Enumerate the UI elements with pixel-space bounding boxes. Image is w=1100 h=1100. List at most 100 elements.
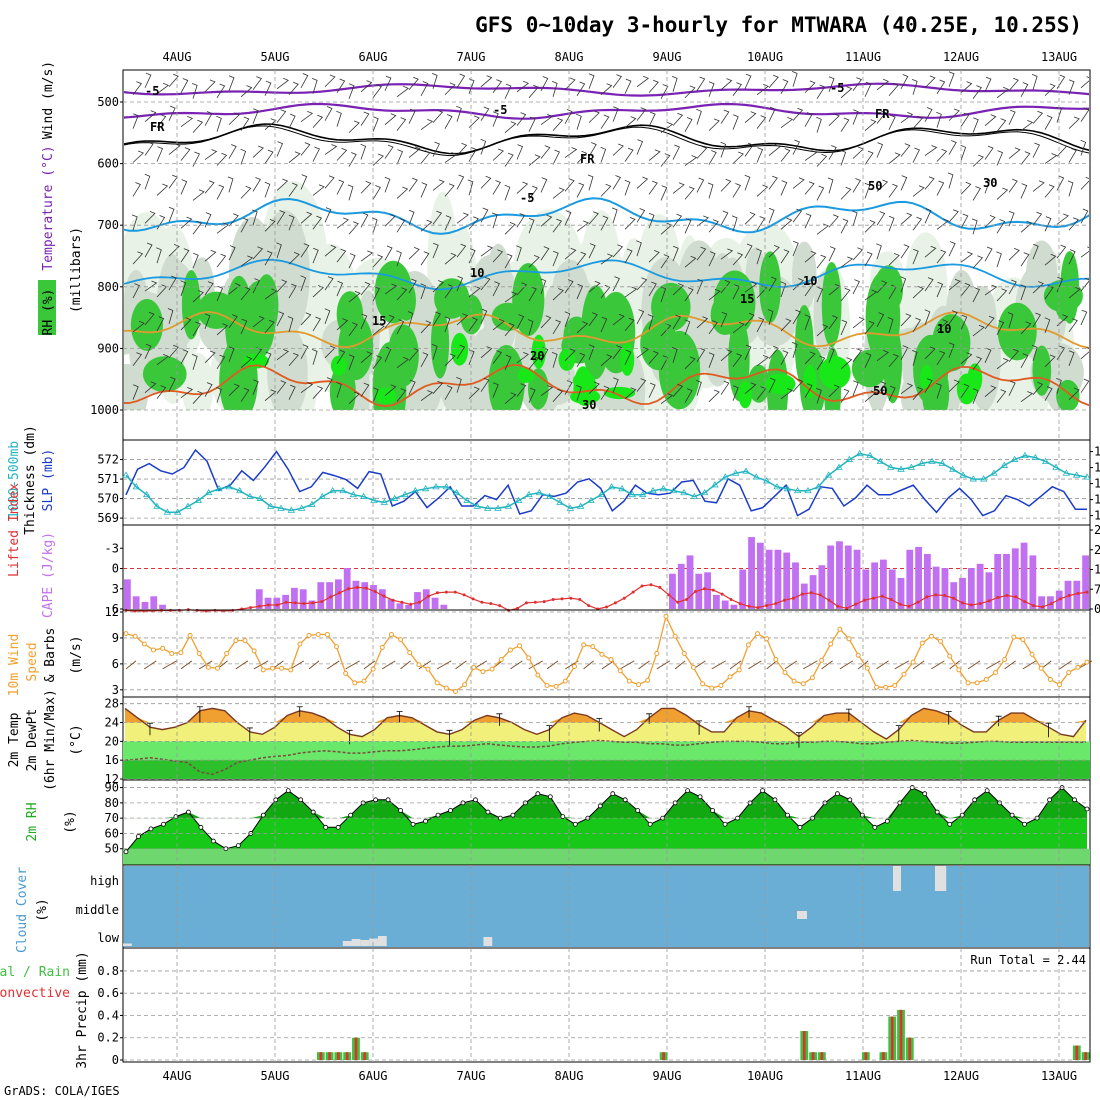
precip-convective-bar (899, 1009, 903, 1060)
wind-barb (744, 382, 757, 394)
wind-speed-point (498, 657, 504, 663)
wind-barb (300, 111, 314, 122)
wind-barb (180, 280, 187, 297)
temp-minmax-whisker (196, 706, 203, 723)
wind-barb (468, 248, 476, 264)
temp-minmax-whisker (746, 706, 753, 718)
wind-barb (672, 112, 684, 126)
wind-speed-point (883, 684, 889, 690)
wind-barb-10m (748, 660, 762, 670)
wind-speed-point (407, 650, 413, 656)
date-label-bottom: 8AUG (555, 1069, 584, 1083)
wind-barb (1056, 378, 1062, 394)
wind-barb (588, 243, 596, 259)
temp-line (124, 707, 1087, 740)
wind-barb (588, 142, 597, 157)
wind-speed-point (1057, 682, 1063, 688)
wind-barb-10m (1004, 660, 1016, 670)
precip-convective-bar (328, 1052, 331, 1060)
upper-tick-label: 700 (97, 218, 119, 232)
cloud-level-label: middle (76, 903, 119, 917)
wind-barb (804, 250, 817, 263)
date-label-top: 11AUG (845, 50, 881, 64)
slp-line (125, 448, 1087, 517)
lifted-index-point (1041, 605, 1045, 609)
wind-barb (972, 154, 984, 167)
wind-barb (240, 85, 253, 98)
wind-barb (1056, 143, 1068, 157)
below-ground-mask (124, 410, 1089, 439)
contour-label: FR (150, 120, 165, 134)
cape-bar (326, 582, 333, 609)
wind-barb (960, 282, 971, 297)
wind-barb (648, 350, 659, 365)
contour-label: 10 (803, 274, 817, 288)
thickness-point (421, 485, 430, 492)
wind-speed-point (1047, 676, 1053, 682)
wind-barb (264, 118, 277, 130)
wind-barb (996, 187, 1009, 200)
wind-speed-point (992, 670, 998, 676)
rh-point (685, 788, 691, 794)
wind-speed-point (452, 689, 458, 695)
wind-barb (432, 141, 440, 157)
wind-barb (996, 86, 1010, 99)
wind-speed-point (553, 683, 559, 689)
wind-barb (156, 316, 165, 332)
wind-barb (516, 80, 530, 93)
rh-point (335, 824, 341, 830)
wind-barb (696, 380, 702, 396)
wind-barb (444, 82, 456, 96)
thickness-point (731, 469, 740, 476)
wind-barb (204, 79, 216, 93)
cape-bar (291, 587, 298, 609)
wind-barb (840, 388, 850, 403)
wind-barb (636, 107, 647, 121)
wind-barb (828, 214, 839, 228)
wind-barb (768, 175, 778, 190)
wind-barb (828, 315, 838, 330)
wind-barb (804, 150, 818, 161)
wind-barb (768, 144, 781, 156)
wind-barb (851, 210, 858, 227)
rh-contour-green (651, 282, 691, 332)
wind-barb-10m (198, 660, 213, 670)
wind-barb (600, 316, 608, 333)
wind-speed-point (828, 641, 834, 647)
wind-barb (900, 212, 913, 225)
wind-barb (588, 280, 601, 293)
date-label-bottom: 10AUG (747, 1069, 783, 1083)
wind-barb (468, 317, 478, 332)
wind-barb (984, 284, 998, 296)
thickness-point (494, 504, 502, 511)
wind-barb (552, 250, 559, 267)
wind-barb (144, 343, 152, 359)
wind-barb-10m (345, 660, 360, 670)
wind-barb (936, 319, 949, 332)
lifted-index-point (631, 590, 635, 594)
wind-barb (672, 283, 684, 296)
wind-barb (791, 71, 798, 87)
wind-barb (384, 346, 392, 362)
panel-wind10m: 3 6 9 12 10m Wind Speed & Barbs (m/s) (7, 605, 1093, 698)
lifted-index-point (1049, 602, 1053, 606)
wind-barb (396, 250, 402, 267)
thickness-point (990, 469, 998, 476)
rh-point (136, 834, 141, 839)
wind-barb (864, 320, 875, 335)
wind-speed-point (1075, 664, 1081, 670)
wind-barb (264, 389, 277, 401)
wind-barb (984, 114, 997, 126)
wind-barb (252, 76, 263, 91)
wind-barb (456, 243, 467, 258)
wind-barb (456, 377, 462, 393)
wind-speed-line (125, 614, 1088, 693)
thickness-point (649, 487, 657, 494)
thickness-point (618, 485, 626, 492)
wind-barb (216, 115, 222, 132)
cape-bar (273, 597, 281, 609)
wind-barb (588, 344, 595, 360)
wind-barb (936, 180, 945, 196)
wind-barb (312, 316, 321, 332)
wind-speed-point (837, 626, 843, 632)
